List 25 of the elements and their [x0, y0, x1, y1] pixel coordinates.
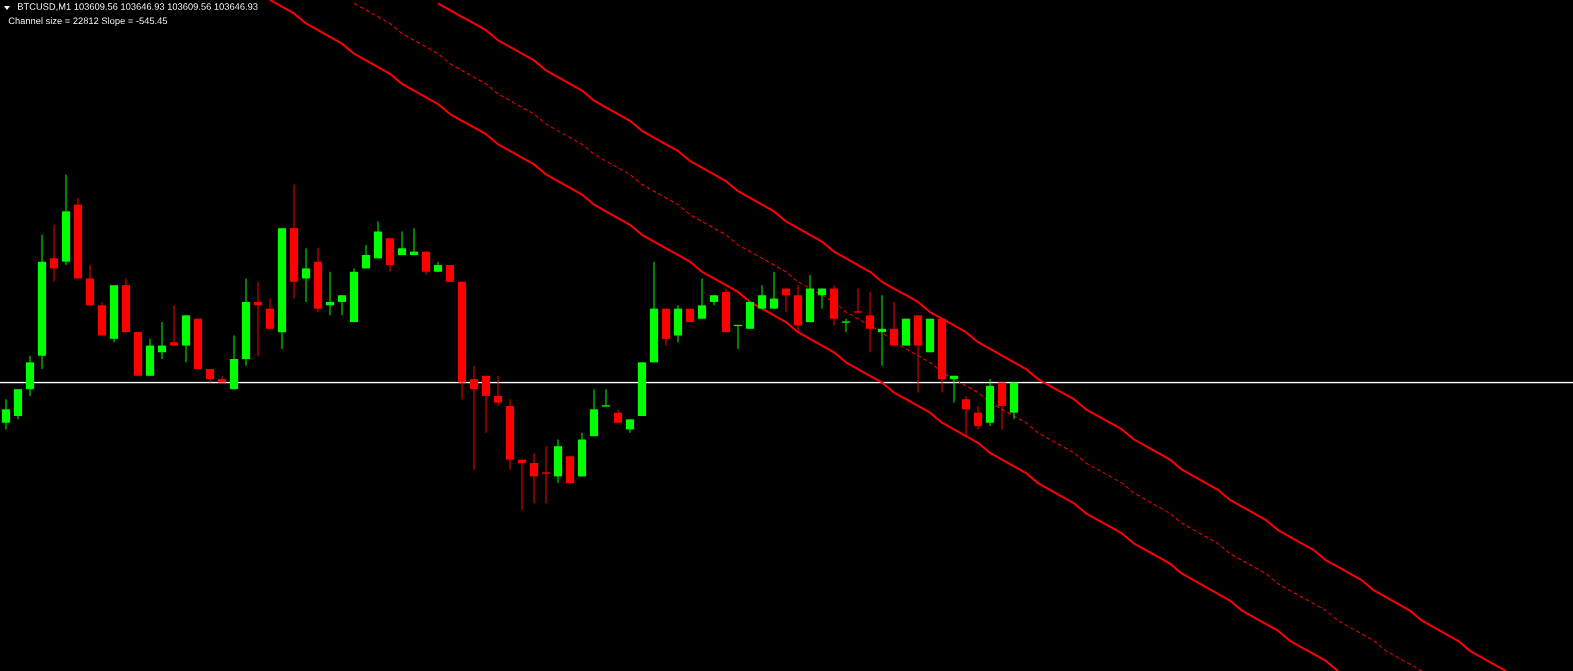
candlestick	[469, 365, 479, 471]
candlestick	[973, 405, 983, 430]
candlestick	[529, 452, 539, 504]
candlestick	[997, 381, 1007, 430]
candlestick	[337, 294, 347, 316]
candlestick	[865, 291, 875, 353]
chart-subtitle: Channel size = 22812 Slope = -545.45	[8, 17, 168, 26]
candlestick	[493, 375, 503, 407]
candlestick	[769, 271, 779, 310]
candlestick	[301, 247, 311, 303]
candlestick	[265, 298, 275, 330]
candlestick	[853, 288, 863, 313]
candlestick	[601, 388, 611, 407]
candlestick	[757, 284, 767, 310]
candlestick	[1, 398, 11, 430]
candlestick	[697, 277, 707, 320]
candlestick	[397, 230, 407, 256]
candlestick	[481, 375, 491, 434]
candlestick	[961, 395, 971, 437]
candlestick	[541, 445, 551, 504]
chart-title: BTCUSD,M1 103609.56 103646.93 103609.56 103646.93	[18, 3, 258, 11]
candlestick	[889, 301, 899, 347]
candlestick	[49, 224, 59, 283]
candlestick	[169, 304, 179, 347]
candlestick	[841, 318, 851, 333]
